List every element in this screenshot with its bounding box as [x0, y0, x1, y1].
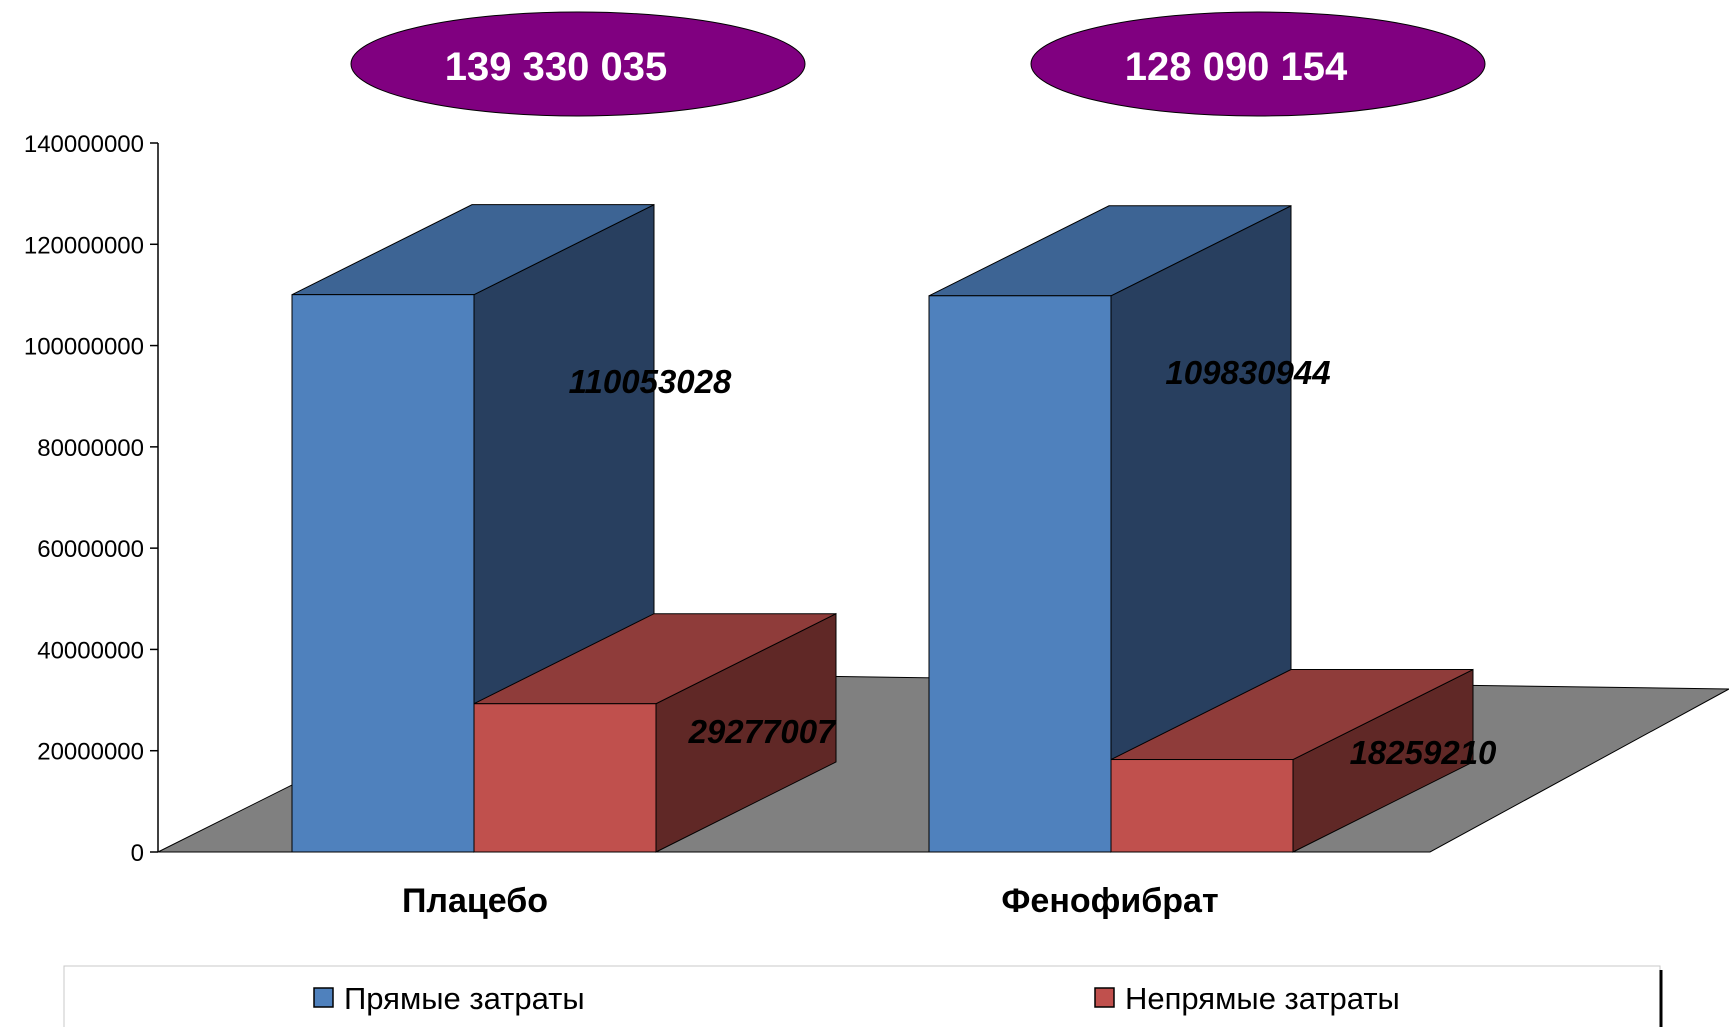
category-label: Фенофибрат — [1001, 882, 1218, 920]
y-tick-label: 80000000 — [37, 435, 144, 462]
y-tick-label: 100000000 — [24, 334, 144, 361]
legend-swatch-direct — [313, 987, 334, 1008]
bar-indirect-1 — [1110, 759, 1294, 853]
y-tick-label: 140000000 — [24, 131, 144, 158]
y-tick-label: 60000000 — [37, 536, 144, 563]
y-tick-label: 40000000 — [37, 637, 144, 664]
legend-label-direct: Прямые затраты — [344, 981, 585, 1016]
bar-direct-0 — [291, 294, 475, 853]
bars — [291, 203, 1474, 853]
total-value: 139 330 035 — [445, 45, 667, 89]
bar-indirect-0 — [473, 703, 657, 853]
bar-direct-1 — [928, 295, 1112, 853]
total-ellipses: 139 330 035 128 090 154 — [350, 11, 1486, 117]
total-ellipse — [350, 11, 806, 117]
legend: Прямые затраты Непрямые затраты — [63, 965, 1663, 1027]
bar-value-label: 18259210 — [1350, 734, 1497, 771]
y-tick-label: 20000000 — [37, 739, 144, 766]
legend-label-indirect: Непрямые затраты — [1125, 981, 1400, 1016]
category-labels: Плацебо Фенофибрат — [402, 882, 1219, 920]
total-ellipse — [1030, 11, 1486, 117]
legend-swatch-indirect — [1094, 987, 1115, 1008]
y-tick-label: 120000000 — [24, 232, 144, 259]
bar-value-label: 29277007 — [688, 713, 837, 750]
data-labels: 110053028 109830944 29277007 18259210 — [569, 354, 1497, 771]
y-axis-ticks: 0 20000000 40000000 60000000 80000000 1000000… — [24, 131, 158, 867]
bar-value-label: 109830944 — [1165, 354, 1330, 391]
bar-value-label: 110053028 — [569, 363, 732, 400]
category-label: Плацебо — [402, 882, 548, 920]
y-tick-label: 0 — [131, 840, 144, 867]
total-value: 128 090 154 — [1125, 45, 1348, 89]
